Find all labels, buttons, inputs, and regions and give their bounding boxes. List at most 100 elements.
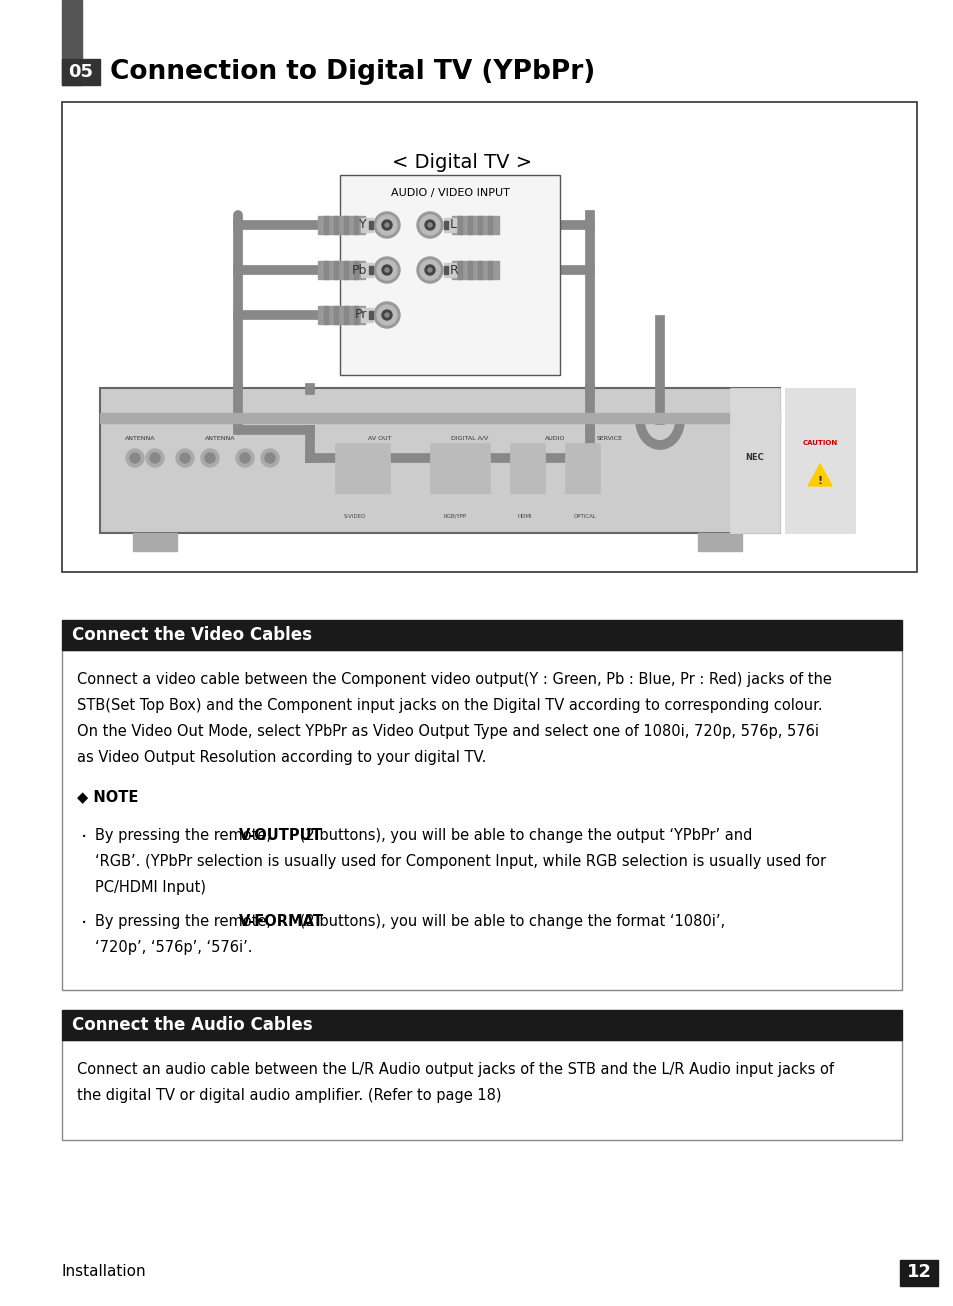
Bar: [443, 266, 448, 274]
Bar: [354, 306, 357, 324]
Circle shape: [419, 215, 439, 235]
Circle shape: [265, 453, 274, 464]
Text: V-FORMAT: V-FORMAT: [239, 914, 324, 929]
Circle shape: [261, 449, 278, 468]
Bar: [62, 1040, 901, 1140]
Circle shape: [130, 453, 140, 464]
Circle shape: [175, 449, 193, 468]
Text: SERVICE: SERVICE: [597, 435, 622, 440]
Text: ◆ NOTE: ◆ NOTE: [77, 789, 138, 804]
Bar: [344, 215, 348, 234]
Text: Pr: Pr: [355, 308, 367, 321]
Bar: [443, 221, 448, 229]
Bar: [339, 175, 559, 375]
Text: !: !: [817, 475, 821, 486]
Bar: [100, 388, 780, 533]
Bar: [457, 215, 461, 234]
Bar: [452, 215, 498, 234]
Circle shape: [126, 449, 144, 468]
Bar: [317, 215, 365, 234]
Text: Connection to Digital TV (YPbPr): Connection to Digital TV (YPbPr): [110, 59, 595, 85]
Text: L: L: [450, 218, 456, 231]
Bar: [443, 263, 456, 277]
Text: Connect an audio cable between the L/R Audio output jacks of the STB and the L/R: Connect an audio cable between the L/R A…: [77, 1062, 833, 1077]
Bar: [729, 388, 780, 533]
Bar: [317, 306, 365, 324]
Circle shape: [428, 268, 432, 272]
Bar: [698, 533, 741, 551]
Text: Installation: Installation: [62, 1264, 147, 1280]
Text: S-VIDEO: S-VIDEO: [343, 513, 366, 518]
Circle shape: [150, 453, 160, 464]
Circle shape: [376, 215, 396, 235]
Bar: [317, 261, 365, 279]
Circle shape: [381, 310, 392, 320]
Bar: [488, 261, 492, 279]
Circle shape: [180, 453, 190, 464]
Circle shape: [235, 449, 253, 468]
Text: Connect the Video Cables: Connect the Video Cables: [71, 626, 312, 644]
Bar: [62, 59, 100, 85]
Text: Connect the Audio Cables: Connect the Audio Cables: [71, 1016, 313, 1034]
Circle shape: [374, 302, 399, 328]
Bar: [62, 620, 901, 650]
Bar: [354, 261, 357, 279]
Bar: [510, 443, 544, 492]
Bar: [324, 306, 328, 324]
Text: AUDIO / VIDEO INPUT: AUDIO / VIDEO INPUT: [390, 188, 509, 199]
Circle shape: [205, 453, 214, 464]
Circle shape: [201, 449, 219, 468]
Bar: [443, 218, 456, 232]
Text: Y: Y: [359, 218, 367, 231]
Bar: [430, 443, 490, 492]
Text: (2 buttons), you will be able to change the output ‘YPbPr’ and: (2 buttons), you will be able to change …: [294, 828, 752, 842]
Bar: [784, 388, 854, 533]
Bar: [324, 215, 328, 234]
Text: ·: ·: [81, 914, 87, 932]
Circle shape: [376, 260, 396, 279]
Bar: [324, 261, 328, 279]
Circle shape: [385, 313, 389, 317]
Circle shape: [416, 212, 442, 238]
Bar: [335, 443, 390, 492]
Text: ANTENNA: ANTENNA: [125, 435, 155, 440]
Bar: [369, 221, 373, 229]
Text: 12: 12: [905, 1263, 930, 1281]
Bar: [369, 311, 373, 319]
Text: R: R: [450, 264, 458, 277]
Text: (2 buttons), you will be able to change the format ‘1080i’,: (2 buttons), you will be able to change …: [294, 914, 724, 929]
Circle shape: [428, 223, 432, 227]
Bar: [354, 215, 357, 234]
Bar: [360, 308, 373, 323]
Text: By pressing the remote,: By pressing the remote,: [95, 828, 275, 842]
Bar: [477, 261, 481, 279]
Circle shape: [376, 306, 396, 325]
Bar: [360, 263, 373, 277]
Text: On the Video Out Mode, select YPbPr as Video Output Type and select one of 1080i: On the Video Out Mode, select YPbPr as V…: [77, 724, 818, 739]
Bar: [369, 266, 373, 274]
Circle shape: [424, 219, 435, 230]
Bar: [477, 215, 481, 234]
Text: CAUTION: CAUTION: [801, 440, 837, 447]
Bar: [488, 215, 492, 234]
Text: ‘RGB’. (YPbPr selection is usually used for Component Input, while RGB selection: ‘RGB’. (YPbPr selection is usually used …: [95, 854, 825, 868]
Text: Pb: Pb: [352, 264, 367, 277]
Bar: [100, 413, 780, 423]
Text: By pressing the remote,: By pressing the remote,: [95, 914, 275, 929]
Circle shape: [419, 260, 439, 279]
Text: as Video Output Resolution according to your digital TV.: as Video Output Resolution according to …: [77, 750, 486, 765]
Bar: [468, 215, 472, 234]
Circle shape: [424, 265, 435, 276]
Text: < Digital TV >: < Digital TV >: [392, 153, 532, 171]
Circle shape: [374, 212, 399, 238]
Circle shape: [385, 268, 389, 272]
Circle shape: [146, 449, 164, 468]
Bar: [62, 650, 901, 990]
Bar: [344, 261, 348, 279]
Bar: [334, 306, 337, 324]
Bar: [457, 261, 461, 279]
Text: ANTENNA: ANTENNA: [205, 435, 235, 440]
Text: ‘720p’, ‘576p’, ‘576i’.: ‘720p’, ‘576p’, ‘576i’.: [95, 940, 253, 955]
Text: Connect a video cable between the Component video output(Y : Green, Pb : Blue, P: Connect a video cable between the Compon…: [77, 673, 831, 687]
Bar: [468, 261, 472, 279]
